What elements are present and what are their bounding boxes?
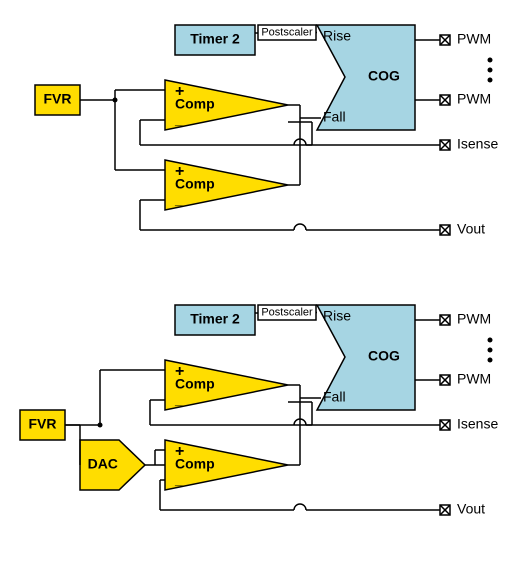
svg-text:Fall: Fall [323, 389, 346, 405]
svg-text:COG: COG [368, 68, 400, 84]
svg-text:Timer 2: Timer 2 [190, 31, 240, 47]
svg-text:FVR: FVR [29, 416, 57, 432]
svg-text:Isense: Isense [457, 416, 498, 432]
svg-text:_: _ [174, 391, 185, 408]
svg-text:+: + [175, 443, 184, 460]
svg-text:DAC: DAC [88, 456, 118, 472]
svg-text:+: + [175, 83, 184, 100]
svg-text:FVR: FVR [44, 91, 72, 107]
svg-text:PWM: PWM [457, 311, 491, 327]
block-diagram: Timer 2PostscalerFVRComp+_Comp+_RiseFall… [0, 0, 522, 560]
svg-text:Rise: Rise [323, 308, 351, 324]
svg-text:_: _ [174, 111, 185, 128]
svg-text:Postscaler: Postscaler [261, 26, 313, 38]
svg-text:+: + [175, 163, 184, 180]
svg-text:+: + [175, 363, 184, 380]
svg-text:PWM: PWM [457, 91, 491, 107]
svg-text:Vout: Vout [457, 501, 485, 517]
svg-text:Timer 2: Timer 2 [190, 311, 240, 327]
svg-text:Isense: Isense [457, 136, 498, 152]
svg-text:Vout: Vout [457, 221, 485, 237]
svg-text:Postscaler: Postscaler [261, 306, 313, 318]
svg-text:_: _ [174, 191, 185, 208]
svg-text:PWM: PWM [457, 31, 491, 47]
svg-text:PWM: PWM [457, 371, 491, 387]
svg-text:COG: COG [368, 348, 400, 364]
svg-text:Fall: Fall [323, 109, 346, 125]
svg-text:Rise: Rise [323, 28, 351, 44]
svg-text:_: _ [174, 471, 185, 488]
